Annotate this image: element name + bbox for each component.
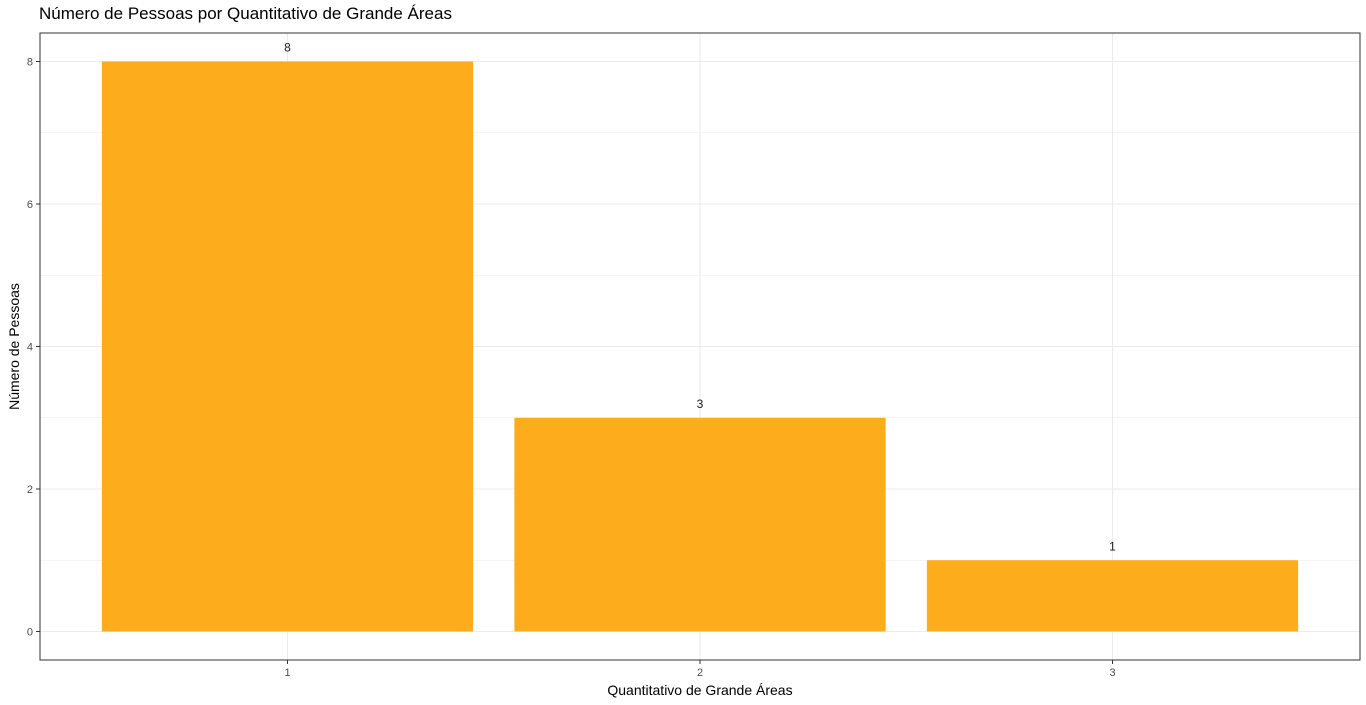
bars [101,61,1299,632]
y-tick-label: 8 [27,57,33,69]
y-tick-label: 0 [27,627,33,639]
y-axis-title: Número de Pessoas [6,283,22,410]
chart-title: Número de Pessoas por Quantitativo de Gr… [39,4,452,23]
y-tick-label: 4 [27,342,33,354]
x-axis: 1 2 3 [284,660,1116,679]
x-tick-label: 2 [697,667,703,679]
x-tick-label: 1 [284,667,290,679]
y-tick-label: 6 [27,199,33,211]
data-labels: 8 3 1 [284,41,1116,554]
y-axis: 0 2 4 6 8 [27,57,40,639]
data-label: 3 [697,397,704,411]
data-label: 8 [284,41,291,55]
bar [101,61,474,632]
bar [514,417,886,632]
data-label: 1 [1109,539,1116,553]
x-axis-title: Quantitativo de Grande Áreas [607,682,792,698]
x-tick-label: 3 [1109,667,1115,679]
bar [926,560,1299,632]
y-tick-label: 2 [27,484,33,496]
